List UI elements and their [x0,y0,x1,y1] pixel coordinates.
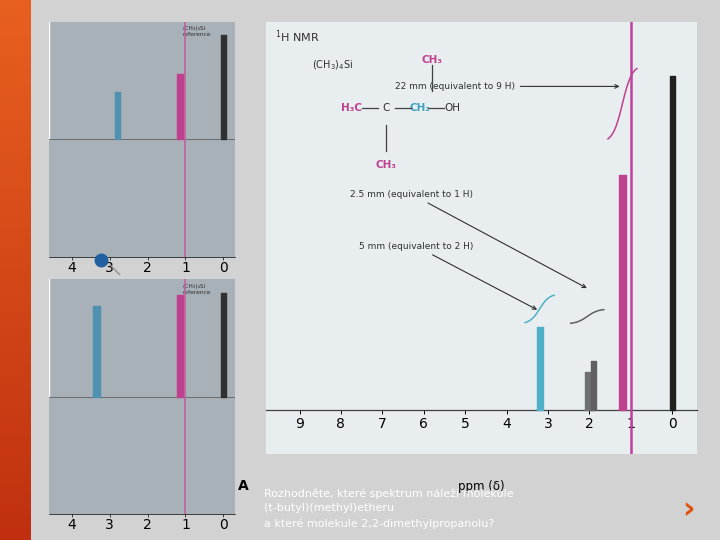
Text: (CH$_3$)$_4$Si: (CH$_3$)$_4$Si [312,58,353,72]
Text: ›: › [682,495,694,524]
Text: 5 mm (equivalent to 2 H): 5 mm (equivalent to 2 H) [359,242,536,309]
Text: OH: OH [445,103,461,113]
Text: Rozhodněte, které spektrum náleží molekule
(t-butyl)(methyl)etheru
a které molek: Rozhodněte, které spektrum náleží moleku… [264,489,513,529]
Text: 22 mm (equivalent to 9 H): 22 mm (equivalent to 9 H) [395,82,618,91]
Text: H₃C: H₃C [341,103,361,113]
Text: ppm (δ): ppm (δ) [459,480,505,494]
Text: A: A [238,480,249,494]
Text: $^{1}$H NMR: $^{1}$H NMR [275,28,320,45]
Text: CH₃: CH₃ [376,160,397,170]
Text: C: C [383,103,390,113]
Text: (CH₃)₄Si
reference: (CH₃)₄Si reference [183,284,211,295]
Bar [0,17,49,139]
Bar [0,274,49,396]
Text: CH₃: CH₃ [421,55,443,65]
Text: CH₂: CH₂ [409,103,430,113]
Text: 2.5 mm (equivalent to 1 H): 2.5 mm (equivalent to 1 H) [351,190,586,287]
Text: (CH₃)₄Si
reference: (CH₃)₄Si reference [183,26,211,37]
Text: ppm (δ): ppm (δ) [127,287,157,296]
